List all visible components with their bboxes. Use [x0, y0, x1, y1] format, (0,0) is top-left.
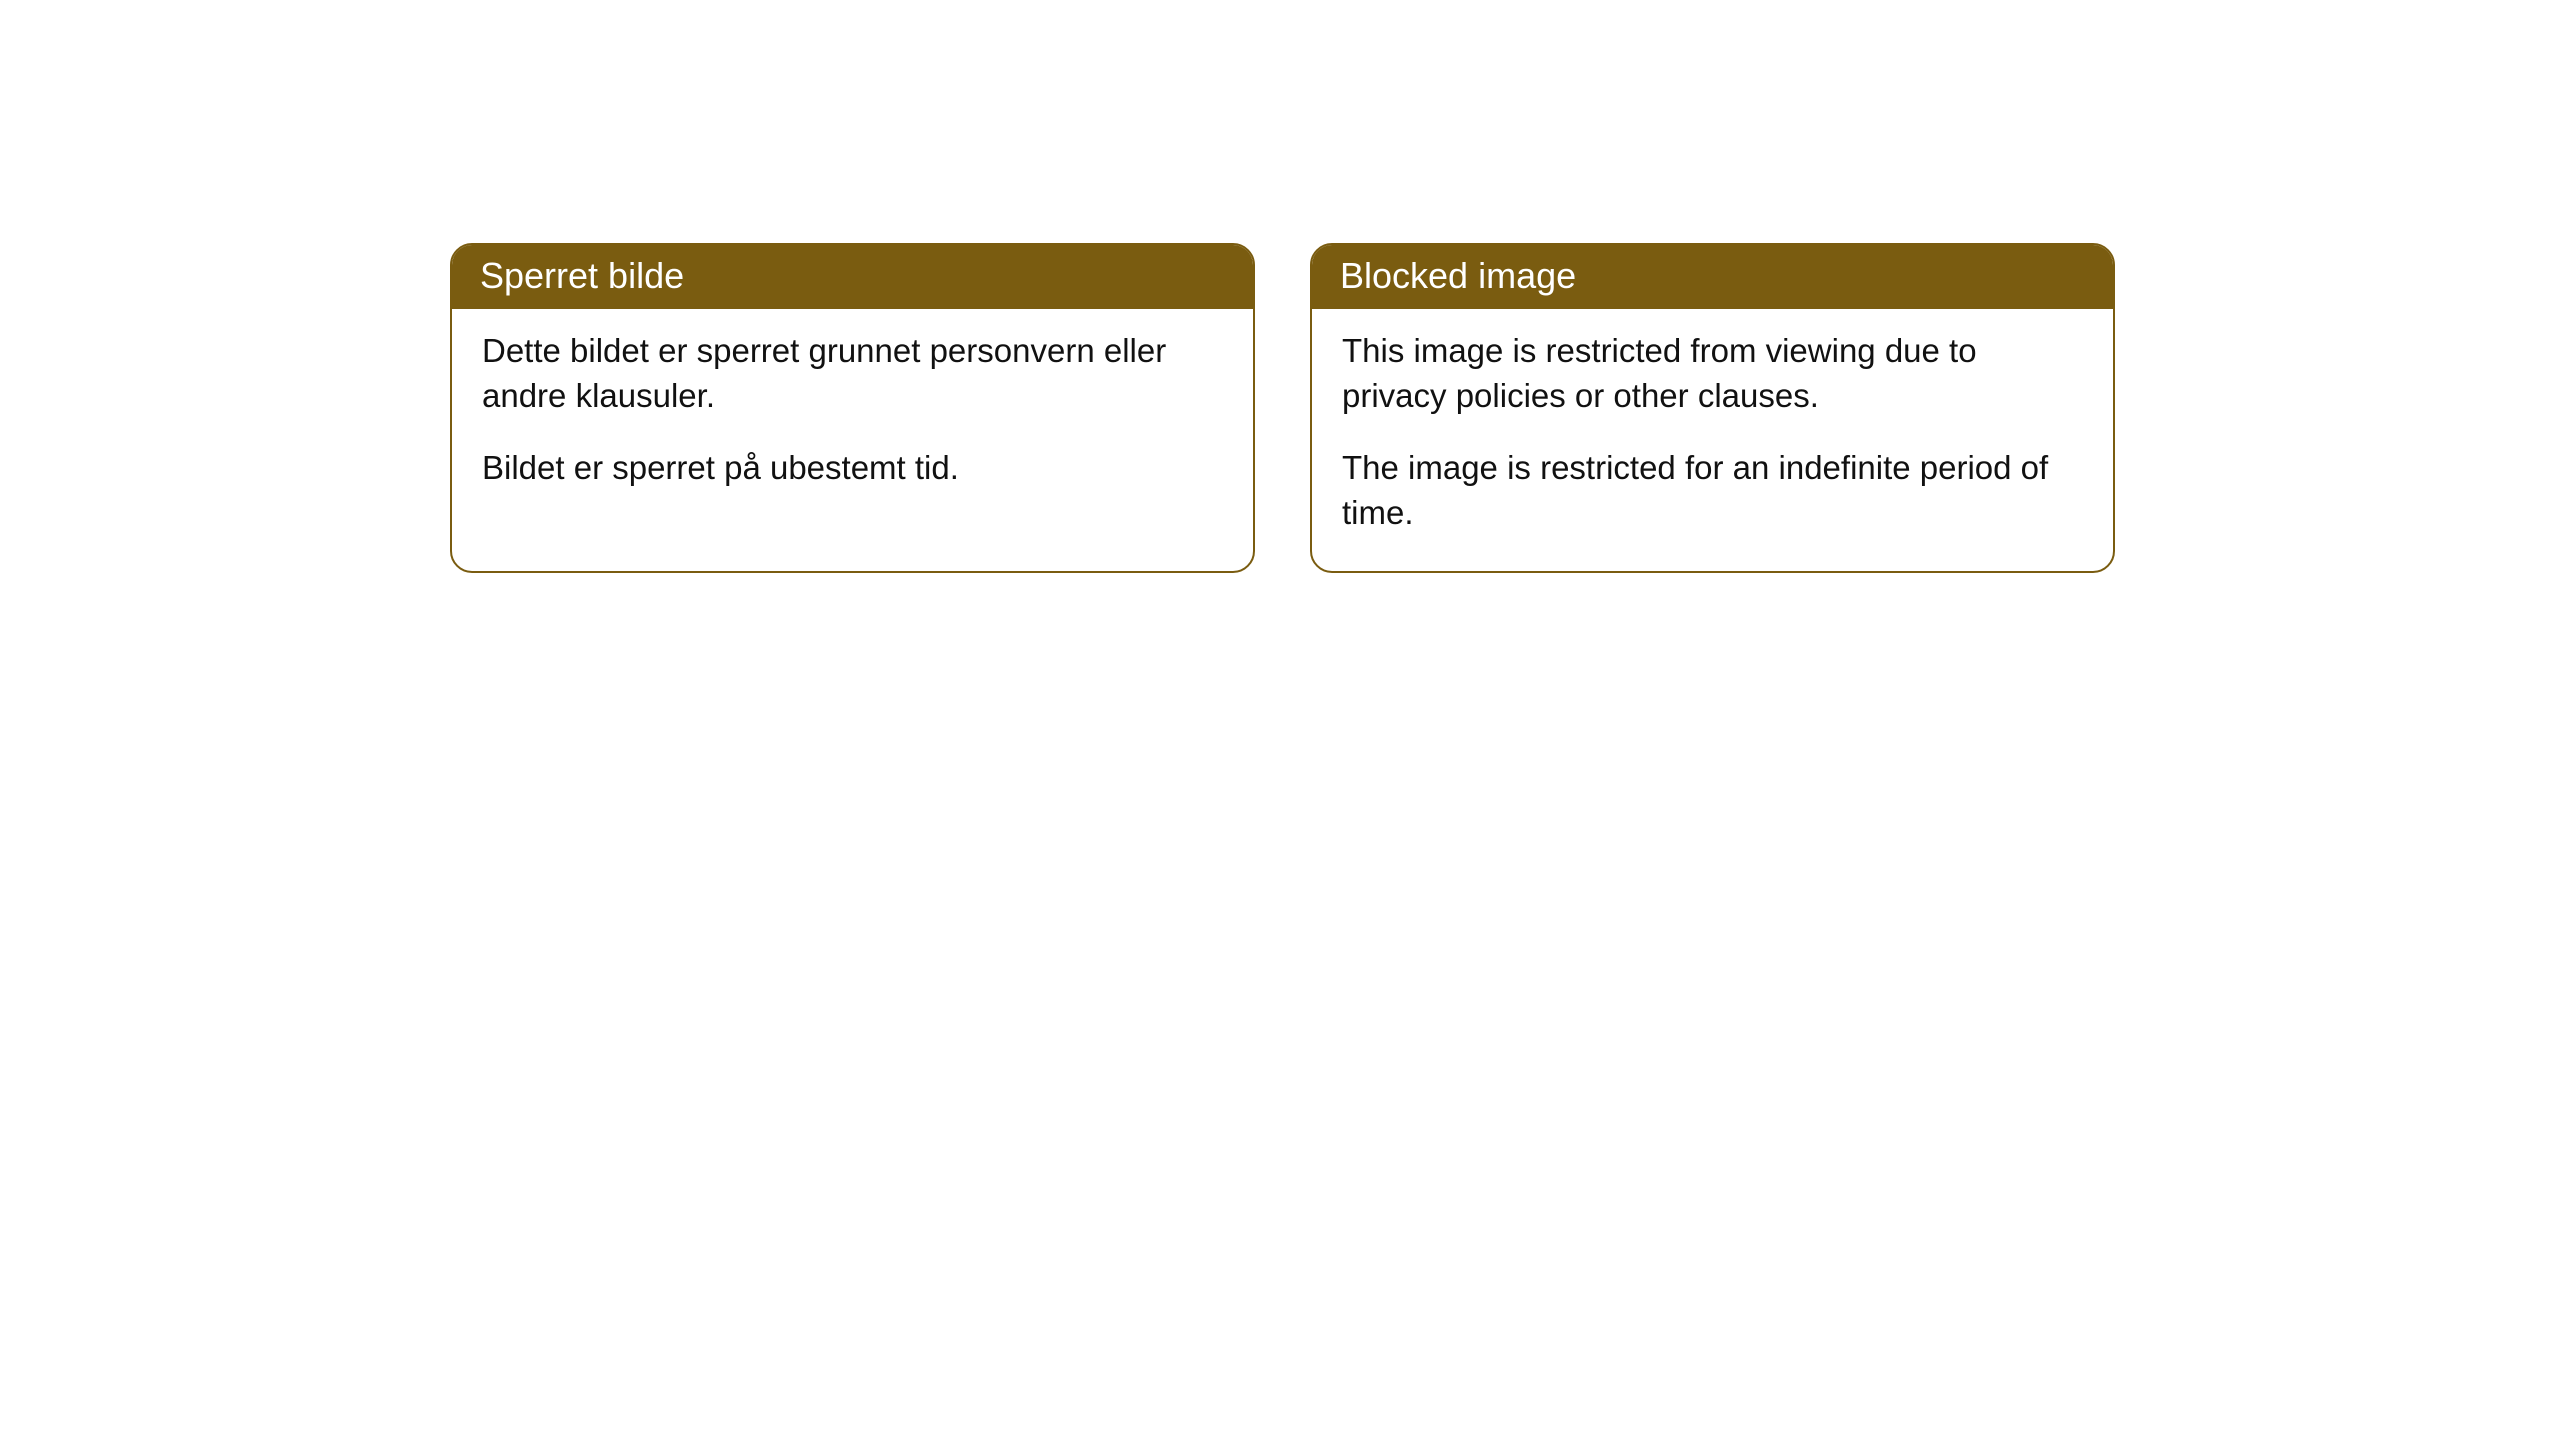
card-body: Dette bildet er sperret grunnet personve…	[452, 309, 1253, 527]
card-body: This image is restricted from viewing du…	[1312, 309, 2113, 571]
notice-card-norwegian: Sperret bilde Dette bildet er sperret gr…	[450, 243, 1255, 573]
card-title: Blocked image	[1340, 255, 1576, 296]
card-title: Sperret bilde	[480, 255, 684, 296]
card-paragraph: Bildet er sperret på ubestemt tid.	[482, 446, 1223, 491]
card-paragraph: The image is restricted for an indefinit…	[1342, 446, 2083, 535]
card-paragraph: Dette bildet er sperret grunnet personve…	[482, 329, 1223, 418]
card-header: Blocked image	[1312, 245, 2113, 309]
notice-card-english: Blocked image This image is restricted f…	[1310, 243, 2115, 573]
card-paragraph: This image is restricted from viewing du…	[1342, 329, 2083, 418]
notice-cards-container: Sperret bilde Dette bildet er sperret gr…	[450, 243, 2115, 573]
card-header: Sperret bilde	[452, 245, 1253, 309]
